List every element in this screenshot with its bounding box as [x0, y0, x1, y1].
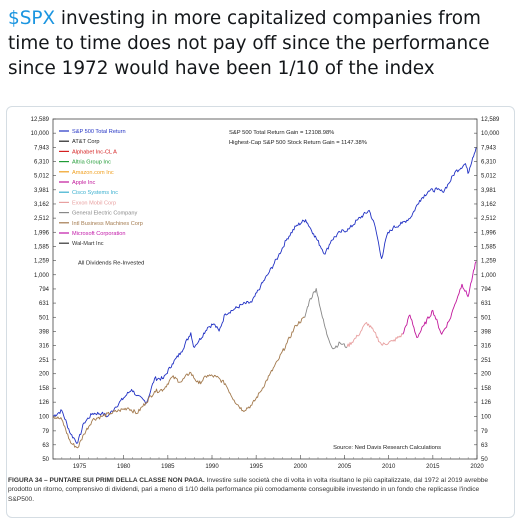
y-tick-label-right: 10,000 — [481, 131, 500, 137]
annotation-sp500-gain: S&P 500 Total Return Gain = 12108.98% — [229, 130, 334, 136]
legend-label-alphabet: Alphabet Inc-CL A — [72, 149, 117, 155]
y-tick-label-left: 316 — [39, 344, 50, 350]
y-tick-label-left: 1,000 — [34, 273, 50, 279]
y-tick-label-right: 5,012 — [481, 174, 497, 180]
y-tick-label-right: 1,996 — [481, 230, 497, 236]
legend-label-att: AT&T Corp — [72, 139, 99, 145]
y-tick-label-right: 501 — [481, 315, 492, 321]
x-tick-label: 1995 — [249, 464, 263, 470]
tweet-text: $SPX investing in more capitalized compa… — [8, 6, 514, 81]
series-line-ge — [304, 288, 348, 350]
legend-label-walmart: Wal-Mart Inc — [72, 241, 104, 247]
y-tick-label-right: 158 — [481, 386, 492, 392]
y-tick-label-right: 2,512 — [481, 216, 497, 222]
x-tick-label: 2015 — [426, 464, 440, 470]
cashtag-link[interactable]: $SPX — [8, 8, 56, 29]
y-tick-label-left: 501 — [39, 315, 50, 321]
y-tick-label-left: 7,943 — [34, 145, 50, 151]
series-line-ibm — [52, 316, 305, 449]
y-tick-label-left: 63 — [42, 443, 49, 449]
y-tick-label-right: 7,943 — [481, 145, 497, 151]
legend-label-cisco: Cisco Systems Inc — [72, 190, 118, 196]
y-tick-label-right: 50 — [481, 457, 488, 463]
performance-chart: 12,589 12,589 10,000 10,000 7,943 7,943 6,310 6… — [31, 117, 500, 470]
y-tick-label-left: 50 — [42, 457, 49, 463]
y-tick-label-right: 251 — [481, 358, 492, 364]
y-tick-label-left: 3,981 — [34, 188, 50, 194]
y-tick-label-left: 794 — [39, 287, 50, 293]
series-line-apple — [402, 283, 463, 339]
legend-label-altria: Altria Group Inc — [72, 160, 111, 166]
legend-label-amazon: Amazon.com Inc — [72, 170, 114, 176]
x-tick-label: 2000 — [294, 464, 308, 470]
y-tick-label-right: 12,589 — [481, 117, 500, 123]
y-tick-label-right: 398 — [481, 329, 492, 335]
y-tick-label-left: 200 — [39, 372, 50, 378]
y-tick-label-right: 200 — [481, 372, 492, 378]
legend-label-apple: Apple Inc — [72, 180, 96, 186]
annotation-source: Source: Ned Davis Research Calculations — [333, 445, 441, 451]
y-tick-label-right: 100 — [481, 414, 492, 420]
y-tick-label-left: 100 — [39, 414, 50, 420]
tweet-body: investing in more capitalized companies … — [8, 8, 490, 79]
annotation-highest-cap-gain: Highest-Cap S&P 500 Stock Return Gain = … — [229, 140, 367, 146]
y-tick-label-right: 1,259 — [481, 259, 497, 265]
legend-label-ibm: Intl Business Machines Corp — [72, 221, 143, 227]
legend-label-exxon: Exxon Mobil Corp — [72, 200, 116, 206]
y-tick-label-left: 398 — [39, 329, 50, 335]
legend-label-sp500: S&P 500 Total Return — [72, 129, 126, 135]
annotation-dividends: All Dividends Re-Invested — [78, 261, 144, 267]
y-tick-label-right: 126 — [481, 400, 492, 406]
x-tick-label: 1990 — [205, 464, 219, 470]
y-tick-label-left: 158 — [39, 386, 50, 392]
y-tick-label-right: 6,310 — [481, 159, 497, 165]
x-tick-label: 2020 — [470, 464, 484, 470]
y-tick-label-left: 1,996 — [34, 230, 50, 236]
y-tick-label-right: 1,585 — [481, 244, 497, 250]
y-tick-label-right: 63 — [481, 443, 488, 449]
y-tick-label-right: 316 — [481, 344, 492, 350]
y-tick-label-left: 251 — [39, 358, 50, 364]
y-tick-label-left: 1,585 — [34, 244, 50, 250]
y-tick-label-left: 79 — [42, 429, 49, 435]
caption-lead: FIGURA 34 – PUNTARE SUI PRIMI DELLA CLAS… — [8, 477, 205, 484]
y-tick-label-left: 1,259 — [34, 259, 50, 265]
x-tick-label: 2010 — [382, 464, 396, 470]
legend-label-ge: General Electric Company — [72, 211, 137, 217]
figure-caption: FIGURA 34 – PUNTARE SUI PRIMI DELLA CLAS… — [8, 476, 498, 504]
chart-image-card[interactable]: 12,589 12,589 10,000 10,000 7,943 7,943 6,310 6… — [6, 106, 515, 518]
caption-body: Investire sulle società che di volta in … — [8, 477, 489, 503]
series-line-microsoft — [461, 261, 477, 298]
x-tick-label: 1980 — [117, 464, 131, 470]
series-line-sp500 — [52, 147, 477, 444]
x-tick-label: 2005 — [338, 464, 352, 470]
y-tick-label-right: 79 — [481, 429, 488, 435]
y-tick-label-left: 631 — [39, 301, 50, 307]
y-tick-label-left: 12,589 — [31, 117, 50, 123]
y-tick-label-right: 1,000 — [481, 273, 497, 279]
y-tick-label-right: 631 — [481, 301, 492, 307]
plot-frame — [52, 118, 478, 460]
y-tick-label-right: 794 — [481, 287, 492, 293]
x-tick-label: 1985 — [161, 464, 175, 470]
y-tick-label-left: 5,012 — [34, 174, 50, 180]
y-tick-label-left: 3,162 — [34, 202, 50, 208]
y-tick-label-right: 3,162 — [481, 202, 497, 208]
y-tick-label-left: 6,310 — [34, 159, 50, 165]
x-tick-label: 1975 — [73, 464, 87, 470]
legend-label-microsoft: Microsoft Corporation — [72, 231, 125, 237]
y-tick-label-left: 126 — [39, 400, 50, 406]
series-line-exxon — [346, 322, 404, 347]
y-tick-label-left: 2,512 — [34, 216, 50, 222]
y-tick-label-left: 10,000 — [31, 131, 50, 137]
y-tick-label-right: 3,981 — [481, 188, 497, 194]
